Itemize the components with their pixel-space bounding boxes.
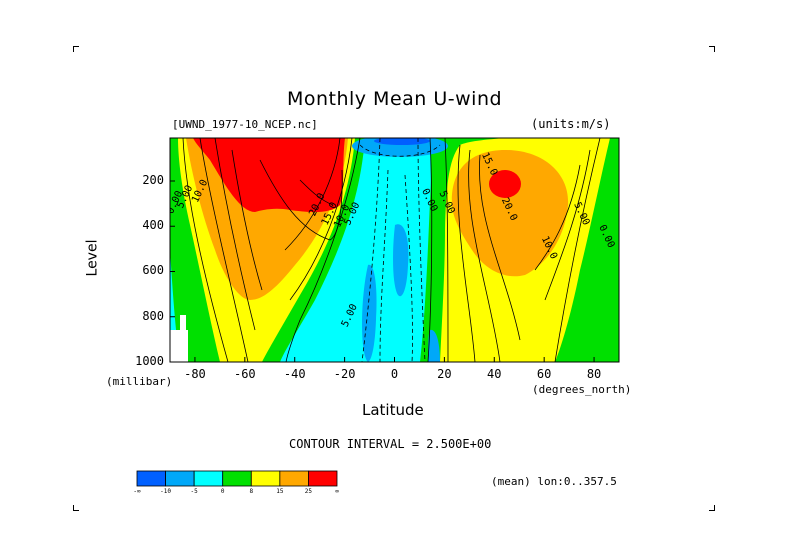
y-axis-label: Level — [84, 239, 101, 277]
x-axis-unit: (degrees_north) — [532, 383, 632, 396]
y-axis-unit: (millibar) — [106, 375, 173, 388]
x-tick-label: 60 — [536, 367, 552, 381]
colorbar — [136, 470, 338, 487]
corner-mark-bottom-left — [73, 505, 79, 511]
colorbar-swatch — [193, 470, 224, 487]
dataset-name: [UWND_1977-10_NCEP.nc] — [172, 118, 318, 131]
chart-title: Monthly Mean U-wind — [286, 88, 503, 110]
y-tick-label: 800 — [142, 308, 164, 323]
colorbar-label: -∞ — [133, 488, 141, 495]
x-tick-label: -80 — [184, 367, 206, 381]
y-tick-label: 400 — [142, 218, 164, 233]
x-tick-label: 20 — [437, 367, 452, 381]
corner-mark-bottom-right — [709, 505, 715, 511]
x-tick-label: 80 — [586, 367, 602, 381]
colorbar-label: 8 — [249, 488, 254, 495]
y-tick-label: 600 — [142, 263, 164, 278]
colorbar-swatch — [136, 470, 166, 487]
mean-longitude-note: (mean) lon:0..357.5 — [491, 475, 617, 488]
x-tick-label: 40 — [487, 367, 502, 381]
colorbar-label: -10 — [160, 488, 171, 495]
x-tick-label: 0 — [390, 367, 399, 381]
corner-mark-top-left — [73, 46, 79, 52]
colorbar-swatch — [279, 470, 309, 487]
colorbar-label: ∞ — [335, 488, 339, 495]
contour-interval-note: CONTOUR INTERVAL = 2.500E+00 — [289, 437, 492, 451]
colorbar-swatch — [250, 470, 281, 487]
colorbar-swatch — [222, 470, 252, 487]
x-tick-label: -20 — [333, 367, 356, 381]
x-tick-label: -40 — [283, 367, 306, 381]
units-label: (units:m/s) — [531, 117, 611, 131]
corner-mark-top-right — [709, 46, 715, 52]
colorbar-label: 0 — [220, 488, 225, 495]
x-tick-label: -60 — [233, 367, 256, 381]
colorbar-label: -5 — [190, 488, 198, 495]
y-tick-label: 200 — [142, 172, 164, 187]
colorbar-label: 15 — [276, 488, 284, 495]
y-tick-label: 1000 — [135, 354, 164, 368]
x-axis-label: Latitude — [362, 401, 424, 419]
contour-fill: 0.00 10.05.00 20.015.010.05.005.000.005.00… — [170, 138, 619, 362]
colorbar-swatch — [308, 470, 338, 487]
colorbar-label: 25 — [304, 488, 313, 495]
colorbar-swatch — [165, 470, 195, 487]
